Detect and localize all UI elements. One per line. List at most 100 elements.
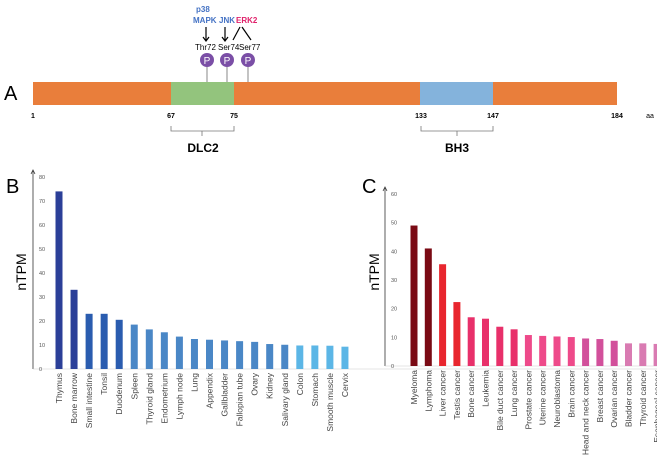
bar <box>341 346 349 369</box>
pos-1: 1 <box>31 113 35 120</box>
bar <box>130 324 138 369</box>
y-tick-label: 0 <box>39 367 42 373</box>
pos-67: 67 <box>167 113 175 120</box>
phospho-icon <box>241 53 255 67</box>
x-tick-label: Fallopian tube <box>235 373 245 427</box>
bar <box>610 340 618 366</box>
chart-b: 0 10 20 30 40 50 60 70 80 Thymus Bone marrow Small … <box>30 169 657 432</box>
x-tick-label: Lung <box>189 373 199 392</box>
x-tick-label: Prostate cancer <box>523 370 533 430</box>
arrow-erk2-ser74 <box>232 26 241 41</box>
axis-arrow-icon <box>382 186 388 192</box>
x-tick-label: Thyroid cancer <box>638 370 648 426</box>
bar <box>424 248 432 366</box>
bar <box>160 332 168 369</box>
x-tick-label: Thymus <box>54 373 64 403</box>
domain-label-bh3: BH3 <box>445 141 469 155</box>
kinase-p38: p38 <box>196 5 210 14</box>
site-thr72: Thr72 <box>195 43 216 52</box>
bar <box>281 344 289 369</box>
bar <box>266 344 274 369</box>
y-tick-label: 30 <box>39 295 45 301</box>
bar <box>175 336 183 369</box>
bar <box>524 335 532 366</box>
x-tick-label: Kidney <box>265 372 275 399</box>
bar <box>55 191 63 369</box>
bar <box>311 345 319 369</box>
unit-aa: aa <box>646 113 654 120</box>
x-tick-label: Duodenum <box>114 373 124 415</box>
x-tick-label: Appendix <box>205 372 215 408</box>
bar <box>70 289 78 369</box>
bar <box>539 335 547 366</box>
x-tick-label: Lymph node <box>174 373 184 420</box>
y-tick-label: 40 <box>391 249 397 255</box>
y-tick-label: 60 <box>391 192 397 198</box>
bar <box>453 302 461 366</box>
y-tick-label: 50 <box>391 221 397 227</box>
chart-c: 0 10 20 30 40 50 60 Myeloma Lymphoma Liver cancer… <box>382 186 657 455</box>
y-tick-label: 20 <box>391 307 397 313</box>
x-tick-label: Colon <box>295 373 305 395</box>
bar <box>553 336 561 366</box>
panel-c-label: C <box>362 176 376 198</box>
kinase-mapk: MAPK <box>193 16 217 25</box>
x-tick-label: Smooth muscle <box>325 373 335 432</box>
x-tick-label: Neuroblastoma <box>552 370 562 428</box>
panel-a-label: A <box>4 83 18 105</box>
phospho-p: P <box>204 56 211 67</box>
domain-dlc2 <box>171 82 234 105</box>
arrow-head-icon <box>221 36 229 42</box>
x-tick-label: Brain cancer <box>566 370 576 418</box>
x-tick-label: Stomach <box>310 373 320 407</box>
phospho-sites: Thr72 Ser74 Ser77 <box>195 43 261 52</box>
axis-arrow-icon <box>30 169 36 175</box>
x-tick-label: Breast cancer <box>595 370 605 423</box>
site-ser74: Ser74 <box>218 43 240 52</box>
phospho-icon <box>200 53 214 67</box>
y-tick-label: 50 <box>39 247 45 253</box>
x-tick-label: Ovarian cancer <box>609 370 619 428</box>
panel-b-label: B <box>6 176 19 198</box>
y-tick-label: 30 <box>391 278 397 284</box>
site-ser77: Ser77 <box>239 43 261 52</box>
bar <box>100 313 108 369</box>
pos-133: 133 <box>415 113 427 120</box>
bar <box>639 343 647 366</box>
kinase-arrows <box>202 26 252 42</box>
arrow-head-icon <box>202 36 210 42</box>
x-tick-label: Endometrium <box>159 373 169 424</box>
x-tick-label: Lymphoma <box>423 370 433 412</box>
x-tick-label: Esophageal cancer <box>652 370 657 443</box>
x-tick-label: Bone marrow <box>69 372 79 423</box>
bar <box>496 326 504 366</box>
bar <box>326 345 334 369</box>
bar <box>410 225 418 366</box>
y-tick-label: 20 <box>39 319 45 325</box>
pos-184: 184 <box>611 113 623 120</box>
bar <box>296 345 304 369</box>
bar <box>115 319 123 369</box>
arrow-erk2-ser77 <box>241 26 252 41</box>
bar <box>439 264 447 366</box>
x-tick-label: Bone cancer <box>466 370 476 418</box>
x-tick-label: Ovary <box>250 372 260 395</box>
y-tick-label: 0 <box>391 364 394 370</box>
domain-brackets <box>170 126 494 136</box>
y-tick-label: 80 <box>39 175 45 181</box>
x-tick-label: Tonsil <box>99 373 109 395</box>
x-tick-label: Leukemia <box>481 370 491 407</box>
bar <box>190 339 198 369</box>
bar <box>625 343 632 366</box>
phospho-icon <box>220 53 234 67</box>
y-tick-label: 10 <box>391 335 397 341</box>
x-tick-label: Spleen <box>129 373 139 400</box>
pos-75: 75 <box>230 113 238 120</box>
x-tick-label: Uterine cancer <box>538 370 548 425</box>
x-tick-label: Myeloma <box>409 370 419 405</box>
x-tick-label: Testis cancer <box>452 370 462 420</box>
x-tick-label: Liver cancer <box>438 370 448 416</box>
bar <box>85 313 93 369</box>
x-tick-label: Bladder cancer <box>624 370 634 427</box>
bar <box>145 329 153 369</box>
